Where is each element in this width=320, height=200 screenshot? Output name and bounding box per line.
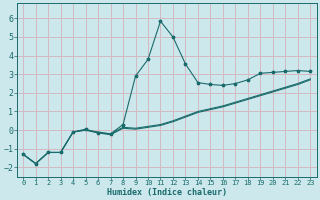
X-axis label: Humidex (Indice chaleur): Humidex (Indice chaleur)	[107, 188, 227, 197]
